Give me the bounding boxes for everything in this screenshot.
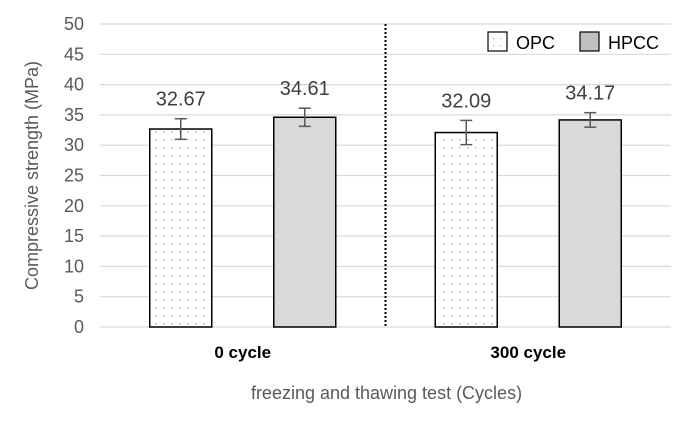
y-axis-ticks: 0 5 10 15 20 25 30 35 40 45 50 bbox=[64, 14, 84, 337]
category-label: 300 cycle bbox=[490, 343, 566, 362]
y-tick-label: 5 bbox=[74, 287, 84, 307]
category-labels: 0 cycle 300 cycle bbox=[214, 343, 566, 362]
bars bbox=[149, 116, 622, 328]
y-tick-label: 40 bbox=[64, 75, 84, 95]
bar-opc-0 bbox=[149, 128, 213, 328]
legend-label-hpcc: HPCC bbox=[608, 33, 659, 53]
x-axis-title: freezing and thawing test (Cycles) bbox=[251, 383, 522, 403]
data-label: 34.61 bbox=[280, 78, 330, 100]
y-tick-label: 0 bbox=[74, 317, 84, 337]
data-label: 32.67 bbox=[156, 89, 206, 111]
bar-hpcc-1 bbox=[558, 119, 622, 328]
y-tick-label: 30 bbox=[64, 135, 84, 155]
legend-swatch-opc bbox=[487, 31, 508, 52]
legend-label-opc: OPC bbox=[516, 33, 555, 53]
y-tick-label: 25 bbox=[64, 166, 84, 186]
y-tick-label: 20 bbox=[64, 196, 84, 216]
legend-swatch-hpcc bbox=[579, 31, 600, 52]
error-bars bbox=[174, 107, 597, 146]
bar-opc-1 bbox=[434, 131, 498, 328]
category-label: 0 cycle bbox=[214, 343, 271, 362]
data-labels: 32.67 34.61 32.09 34.17 bbox=[156, 78, 616, 112]
bar-hpcc-0 bbox=[273, 116, 337, 328]
y-axis-title: Compressive strength (MPa) bbox=[22, 61, 42, 290]
legend: OPC HPCC bbox=[487, 31, 659, 53]
data-label: 32.09 bbox=[441, 90, 491, 112]
y-tick-label: 35 bbox=[64, 105, 84, 125]
y-tick-label: 45 bbox=[64, 44, 84, 64]
data-label: 34.17 bbox=[565, 83, 615, 105]
y-tick-label: 10 bbox=[64, 256, 84, 276]
y-tick-label: 50 bbox=[64, 14, 84, 34]
y-tick-label: 15 bbox=[64, 226, 84, 246]
